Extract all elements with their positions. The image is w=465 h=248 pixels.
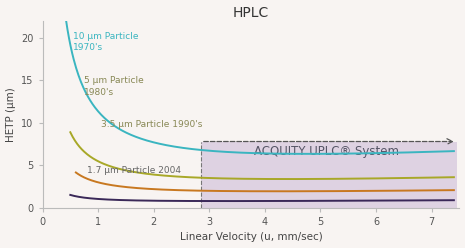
Text: 5 μm Particle: 5 μm Particle: [84, 76, 144, 85]
Text: ACQUITY UPLC® System: ACQUITY UPLC® System: [253, 145, 399, 158]
Text: 1.7 μm Particle 2004: 1.7 μm Particle 2004: [87, 166, 181, 175]
Text: 3.5 μm Particle 1990's: 3.5 μm Particle 1990's: [101, 120, 202, 129]
Text: 1980's: 1980's: [84, 88, 114, 97]
Y-axis label: HETP (μm): HETP (μm): [6, 87, 15, 142]
Text: 1970's: 1970's: [73, 43, 103, 52]
X-axis label: Linear Velocity (u, mm/sec): Linear Velocity (u, mm/sec): [179, 232, 322, 243]
Bar: [201, 142, 457, 208]
Text: 10 μm Particle: 10 μm Particle: [73, 31, 139, 40]
Title: HPLC: HPLC: [233, 5, 269, 20]
